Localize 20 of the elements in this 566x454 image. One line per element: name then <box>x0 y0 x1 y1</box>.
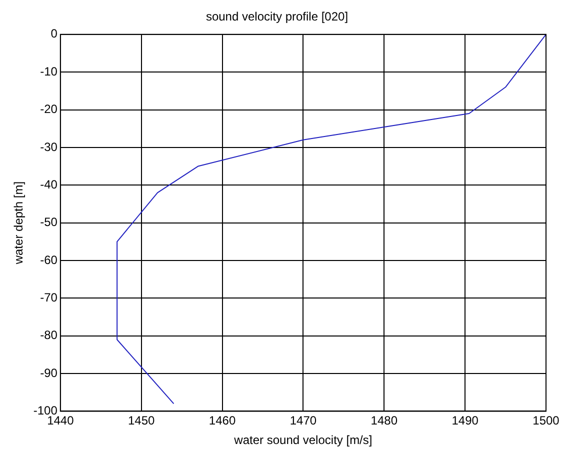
y-axis-title: water depth [m] <box>12 181 26 266</box>
y-tick-label: -70 <box>40 290 58 304</box>
y-tick-label: -40 <box>40 177 58 192</box>
x-axis-title: water sound velocity [m/s] <box>233 433 372 448</box>
y-tick-label: -20 <box>40 102 58 116</box>
x-tick-label: 1440 <box>47 414 74 428</box>
y-tick-label: -50 <box>40 215 58 230</box>
x-tick-label: 1490 <box>452 414 479 428</box>
y-tick-label: 0 <box>50 26 58 41</box>
x-tick-label: 1470 <box>290 414 317 428</box>
x-tick-label: 1500 <box>532 414 560 428</box>
chart-title: sound velocity profile [020] <box>206 10 348 24</box>
y-tick-label: -90 <box>40 366 58 380</box>
y-tick-label: -80 <box>40 328 58 342</box>
x-tick-label: 1480 <box>370 414 398 428</box>
x-tick-label: 1460 <box>208 414 236 428</box>
y-tick-label: -60 <box>40 252 58 267</box>
y-tick-label: -30 <box>40 140 58 154</box>
y-tick-label: -10 <box>40 64 58 78</box>
x-tick-label: 1450 <box>128 414 156 428</box>
